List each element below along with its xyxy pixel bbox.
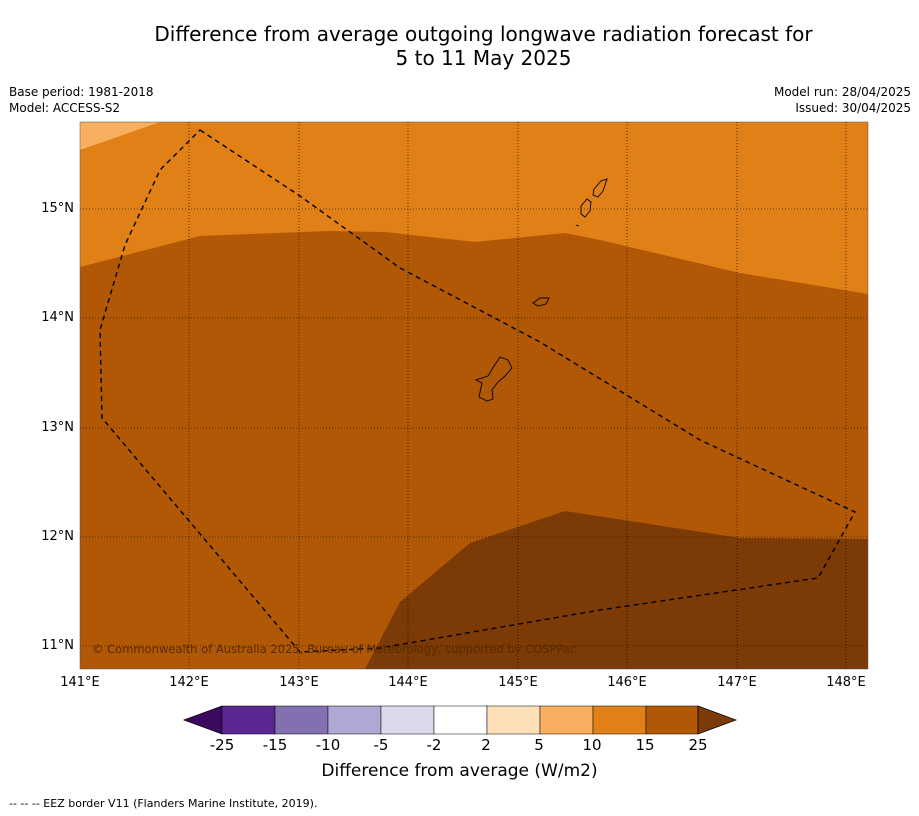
lon-tick-label: 144°E: [388, 675, 428, 690]
lon-tick-label: 141°E: [60, 675, 100, 690]
lat-tick-label: 15°N: [41, 201, 74, 216]
model-run: Model run: 28/04/2025: [773, 85, 911, 99]
lat-tick-label: 12°N: [41, 529, 74, 544]
lon-tick-label: 145°E: [498, 675, 538, 690]
copyright-note: © Commonwealth of Australia 2025, Bureau…: [92, 642, 577, 656]
colorbar-tick-label: -25: [209, 736, 235, 754]
tinian-island: [580, 198, 592, 218]
title-line-1: Difference from average outgoing longwav…: [154, 22, 813, 46]
colorbar-tick-label: 2: [481, 736, 491, 754]
colorbar-swatch: [539, 705, 594, 735]
colorbar-extend-low: [182, 705, 223, 735]
meta-right: Model run: 28/04/2025 Issued: 30/04/2025: [774, 84, 911, 116]
colorbar: [182, 705, 738, 735]
rota-island: [532, 297, 550, 307]
colorbar-swatch: [221, 705, 276, 735]
lon-tick-label: 148°E: [826, 675, 866, 690]
colorbar-tick-label: 5: [534, 736, 544, 754]
saipan-island: [592, 178, 608, 198]
lon-tick-label: 147°E: [717, 675, 757, 690]
lat-tick-label: 11°N: [41, 638, 74, 653]
model-name: Model: ACCESS-S2: [9, 101, 121, 115]
colorbar-extend-high: [697, 705, 738, 735]
chart-title: Difference from average outgoing longwav…: [24, 22, 919, 70]
colorbar-tick-label: -10: [315, 736, 341, 754]
anomaly-region-5-10: [80, 122, 160, 150]
map-frame: [79, 121, 869, 670]
colorbar-swatch: [592, 705, 647, 735]
colorbar-tick-label: -5: [373, 736, 389, 754]
lon-tick-label: 146°E: [607, 675, 647, 690]
eez-border: [99, 129, 856, 653]
colorbar-tick-label: 15: [635, 736, 655, 754]
colorbar-label-text: Difference from average (W/m2): [321, 761, 598, 781]
lon-tick-label: 143°E: [279, 675, 319, 690]
colorbar-tick-label: -2: [426, 736, 442, 754]
colorbar-tick-label: -15: [262, 736, 288, 754]
meta-left: Base period: 1981-2018 Model: ACCESS-S2: [9, 84, 154, 116]
graticule: [80, 122, 868, 669]
colorbar-swatch: [645, 705, 699, 735]
colorbar-label: Difference from average (W/m2): [0, 761, 919, 781]
map-area: [80, 122, 868, 669]
colorbar-tick-label: 10: [582, 736, 602, 754]
colorbar-swatch: [327, 705, 382, 735]
lat-tick-label: 14°N: [41, 310, 74, 325]
guam-island: [474, 356, 513, 402]
aguijan-island: [575, 224, 580, 227]
eez-legend-note: -- -- -- EEZ border V11 (Flanders Marine…: [9, 797, 318, 810]
islands: [474, 178, 608, 402]
anomaly-region-above-25: [365, 511, 868, 669]
colorbar-swatch: [274, 705, 329, 735]
lat-tick-label: 13°N: [41, 420, 74, 435]
title-line-2: 5 to 11 May 2025: [395, 46, 572, 70]
base-period: Base period: 1981-2018: [9, 85, 154, 99]
colorbar-swatch: [486, 705, 541, 735]
colorbar-swatch: [433, 705, 488, 735]
colorbar-swatch: [380, 705, 435, 735]
lon-tick-label: 142°E: [169, 675, 209, 690]
issued-date: Issued: 30/04/2025: [795, 101, 911, 115]
colorbar-tick-label: 25: [688, 736, 708, 754]
